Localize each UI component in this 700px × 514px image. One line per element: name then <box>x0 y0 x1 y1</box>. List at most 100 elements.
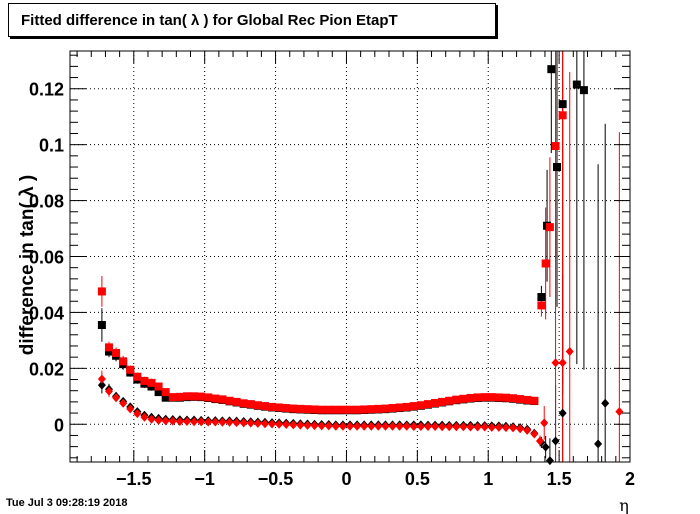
square-marker <box>551 142 560 151</box>
square-marker <box>260 402 269 411</box>
square-marker <box>268 402 277 411</box>
diamond-marker <box>558 358 567 368</box>
diamond-marker <box>565 347 574 357</box>
y-axis-label: difference in tan( λ ) <box>17 175 38 356</box>
diamond-marker <box>438 422 447 432</box>
square-marker <box>494 393 503 402</box>
square-marker <box>282 404 291 413</box>
diamond-marker <box>104 386 113 396</box>
diamond-marker <box>452 422 461 432</box>
diamond-marker <box>225 417 234 427</box>
square-marker <box>346 405 354 414</box>
square-marker <box>416 401 425 410</box>
square-marker <box>572 80 581 89</box>
diamond-marker <box>473 422 482 432</box>
diamond-marker <box>480 422 489 432</box>
diamond-marker <box>154 415 163 425</box>
tick-labels: −1.5 −1 −0.5 0 0.5 1 1.5 2 0 0.02 0.04 0.06 0.08 0.1 0… <box>29 80 635 489</box>
diamond-marker <box>395 421 404 431</box>
diamond-marker <box>541 442 550 452</box>
square-marker <box>275 403 284 412</box>
diamond-marker <box>126 404 135 414</box>
diamond-marker <box>282 420 291 430</box>
y-tick-label: 0.08 <box>29 192 64 212</box>
square-marker <box>338 405 347 414</box>
y-tick-label: 0.06 <box>29 248 64 268</box>
diamond-marker <box>374 421 383 431</box>
diamond-marker <box>253 418 262 428</box>
square-marker <box>487 393 496 402</box>
square-marker <box>225 396 234 405</box>
diamond-marker <box>204 417 213 427</box>
square-marker <box>360 405 369 414</box>
diamond-marker <box>140 412 149 422</box>
diamond-marker <box>388 421 397 431</box>
diamond-marker <box>558 408 567 418</box>
diamond-marker <box>275 419 284 429</box>
square-marker <box>97 321 106 329</box>
square-marker <box>537 301 546 310</box>
diamond-marker <box>324 421 333 431</box>
square-marker <box>218 395 227 404</box>
diamond-marker <box>501 423 510 433</box>
diamond-marker <box>338 421 347 431</box>
square-marker <box>423 400 432 409</box>
y-tick-label: 0.02 <box>29 359 64 379</box>
diamond-marker <box>112 393 121 403</box>
square-marker <box>445 396 454 405</box>
square-marker <box>147 378 156 387</box>
x-tick-label: 0.5 <box>405 469 430 489</box>
square-marker <box>466 393 475 402</box>
diamond-marker <box>310 421 319 431</box>
diamond-marker <box>367 421 376 431</box>
x-tick-label: −0.5 <box>258 469 294 489</box>
diamond-marker <box>615 407 624 417</box>
axis-ticks <box>70 51 631 462</box>
diamond-marker <box>211 417 220 427</box>
square-marker <box>381 404 390 413</box>
x-tick-label: 0 <box>341 469 351 489</box>
square-marker <box>516 395 525 404</box>
x-tick-label: 1 <box>483 469 493 489</box>
square-marker <box>409 402 418 411</box>
square-marker <box>211 394 220 403</box>
square-marker <box>552 163 561 172</box>
diamond-marker <box>551 358 560 368</box>
x-tick-label: 2 <box>625 469 635 489</box>
diamond-marker <box>466 422 475 432</box>
square-marker <box>289 404 298 413</box>
square-marker <box>154 382 163 391</box>
diamond-marker <box>540 418 549 428</box>
diamond-marker <box>601 398 610 408</box>
square-marker <box>480 393 489 402</box>
diamond-marker <box>509 423 518 433</box>
diamond-marker <box>161 416 170 426</box>
square-marker <box>232 397 241 406</box>
y-tick-label: 0.12 <box>29 80 64 100</box>
square-marker <box>331 405 340 414</box>
diamond-marker <box>445 422 454 432</box>
diamond-marker <box>289 420 298 430</box>
y-tick-label: 0.04 <box>29 303 64 323</box>
y-tick-label: 0.1 <box>39 136 64 156</box>
chart-title-box: Fitted difference in tan( λ ) for Global… <box>8 3 496 37</box>
diamond-marker <box>296 420 305 430</box>
diamond-marker <box>402 421 411 431</box>
diamond-marker <box>487 422 496 432</box>
diamond-marker <box>360 421 369 431</box>
square-marker <box>353 405 362 414</box>
x-tick-label: 1.5 <box>547 469 572 489</box>
square-marker <box>395 403 404 412</box>
square-marker <box>530 396 539 405</box>
diamond-marker <box>523 425 532 435</box>
diamond-marker <box>147 414 156 424</box>
square-marker <box>374 404 383 413</box>
square-marker <box>168 393 177 402</box>
square-marker <box>97 287 106 296</box>
square-marker <box>558 111 567 120</box>
square-marker <box>501 393 510 402</box>
diamond-marker <box>459 422 468 432</box>
diamond-marker <box>246 418 255 428</box>
square-marker <box>133 372 142 381</box>
diamond-marker <box>409 421 418 431</box>
